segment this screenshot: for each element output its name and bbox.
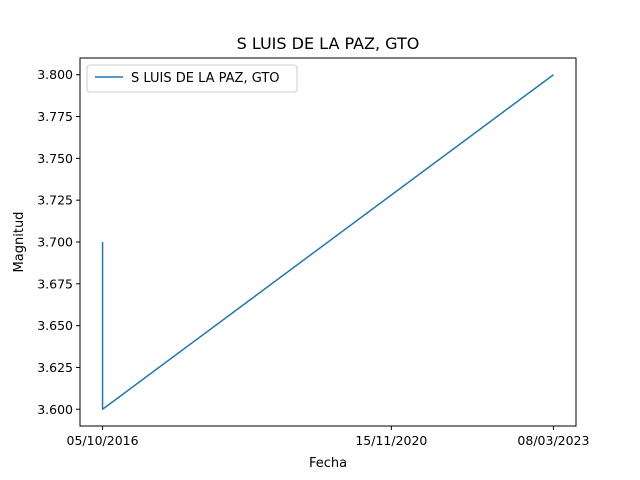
y-tick-label: 3.600	[37, 402, 73, 417]
series-line	[101, 74, 554, 411]
x-tick-label: 08/03/2023	[517, 433, 589, 448]
y-tick-label: 3.775	[37, 109, 73, 124]
x-axis: 05/10/2016 15/11/2020 08/03/2023	[67, 426, 589, 448]
y-axis-label: Magnitud	[12, 212, 27, 273]
x-tick-label: 05/10/2016	[67, 433, 139, 448]
y-tick-label: 3.675	[37, 276, 73, 291]
chart-title: S LUIS DE LA PAZ, GTO	[237, 34, 420, 53]
y-tick-label: 3.725	[37, 193, 73, 208]
x-axis-label: Fecha	[309, 456, 347, 471]
legend: S LUIS DE LA PAZ, GTO	[86, 64, 298, 93]
y-tick-label: 3.800	[37, 67, 73, 82]
y-tick-label: 3.700	[37, 235, 73, 250]
y-axis: 3.600 3.625 3.650 3.675 3.700 3.725 3.750 3.775…	[37, 67, 80, 417]
y-tick-label: 3.650	[37, 318, 73, 333]
plot-area	[101, 74, 554, 411]
legend-entry-label: S LUIS DE LA PAZ, GTO	[131, 71, 280, 86]
x-tick-label: 15/11/2020	[355, 433, 427, 448]
legend-box	[86, 64, 298, 93]
y-tick-label: 3.625	[37, 360, 73, 375]
y-tick-label: 3.750	[37, 151, 73, 166]
